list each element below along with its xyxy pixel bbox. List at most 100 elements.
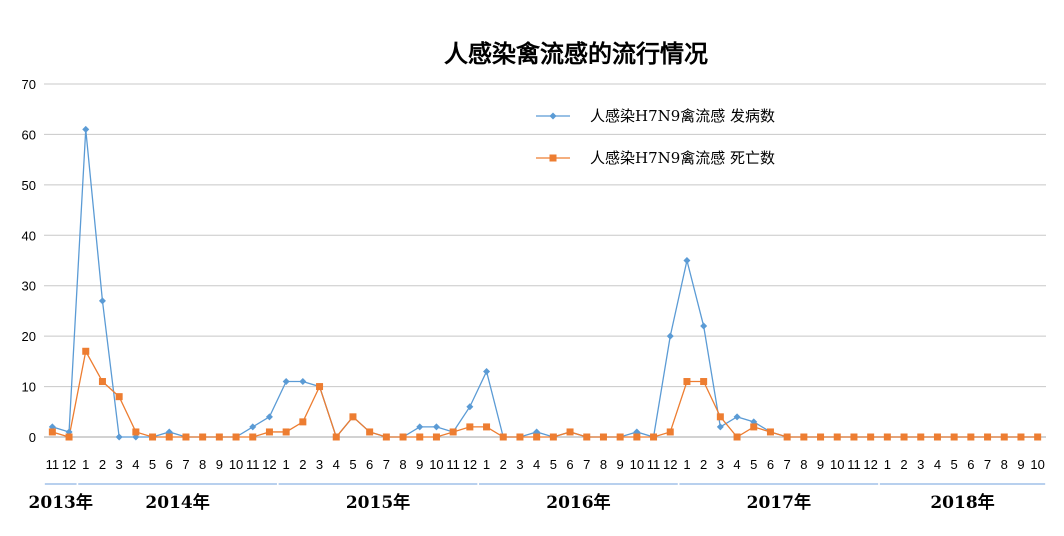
data-point-deaths — [382, 433, 390, 441]
x-tick-label: 3 — [116, 457, 123, 472]
data-point-deaths — [633, 433, 641, 441]
chart-title: 人感染禽流感的流行情况 — [444, 39, 708, 68]
data-point-deaths — [817, 433, 825, 441]
data-point-deaths — [432, 433, 440, 441]
data-point-incidence — [700, 322, 708, 330]
x-tick-label: 4 — [132, 457, 139, 472]
data-point-incidence — [299, 378, 307, 386]
data-point-incidence — [666, 332, 674, 340]
x-tick-label: 9 — [1017, 457, 1024, 472]
legend-label: 人感染H7N9禽流感 死亡数 — [590, 149, 775, 167]
x-tick-label: 1 — [884, 457, 891, 472]
data-point-incidence — [683, 257, 691, 264]
data-point-deaths — [967, 433, 975, 441]
year-label: 2013年 — [29, 492, 93, 513]
y-tick-label: 10 — [22, 380, 36, 395]
legend-label: 人感染H7N9禽流感 发病数 — [590, 107, 775, 125]
legend-marker — [549, 112, 557, 120]
x-tick-label: 6 — [967, 457, 974, 472]
data-point-deaths — [900, 433, 908, 441]
data-point-deaths — [516, 433, 524, 441]
legend-marker — [549, 154, 557, 162]
x-tick-label: 10 — [429, 457, 443, 472]
series-markers — [48, 125, 1042, 441]
y-tick-label: 30 — [22, 279, 36, 294]
x-tick-label: 9 — [617, 457, 624, 472]
data-point-deaths — [650, 433, 658, 441]
data-point-deaths — [1000, 433, 1008, 441]
x-tick-label: 10 — [1030, 457, 1044, 472]
data-point-deaths — [867, 433, 875, 441]
x-tick-label: 9 — [817, 457, 824, 472]
y-tick-label: 70 — [22, 77, 36, 92]
gridlines — [44, 83, 1046, 438]
x-tick-label: 8 — [1001, 457, 1008, 472]
x-tick-label: 5 — [951, 457, 958, 472]
data-point-deaths — [616, 433, 624, 441]
data-point-incidence — [466, 403, 474, 411]
x-tick-label: 6 — [166, 457, 173, 472]
data-point-deaths — [783, 433, 791, 441]
data-point-deaths — [566, 428, 574, 436]
x-tick-label: 10 — [830, 457, 844, 472]
x-tick-label: 12 — [463, 457, 477, 472]
data-point-incidence — [483, 367, 491, 375]
data-point-deaths — [399, 433, 407, 441]
x-tick-label: 2 — [700, 457, 707, 472]
data-point-incidence — [716, 423, 724, 431]
y-tick-label: 40 — [22, 228, 36, 243]
x-tick-label: 8 — [600, 457, 607, 472]
year-label: 2016年 — [546, 492, 610, 513]
x-tick-label: 12 — [663, 457, 677, 472]
x-tick-label: 11 — [46, 457, 60, 472]
x-tick-label: 2 — [900, 457, 907, 472]
x-tick-label: 3 — [316, 457, 323, 472]
x-tick-label: 9 — [216, 457, 223, 472]
data-point-deaths — [349, 413, 357, 421]
year-label: 2018年 — [930, 492, 994, 513]
x-tick-label: 8 — [800, 457, 807, 472]
data-point-deaths — [115, 393, 123, 401]
data-point-deaths — [265, 428, 273, 436]
data-point-deaths — [282, 428, 290, 436]
data-point-deaths — [199, 433, 207, 441]
x-axis-ticks: 11 12 1 2 3 4 5 6 7 8 9 10 11 12 1 2 3 4 5 6 7 8 9 10 11 12 1 2 3 4 5 6… — [46, 457, 1045, 472]
x-tick-label: 3 — [717, 457, 724, 472]
x-tick-label: 5 — [149, 457, 156, 472]
data-point-deaths — [416, 433, 424, 441]
data-point-deaths — [65, 433, 73, 441]
data-point-deaths — [232, 433, 240, 441]
series-lines — [52, 129, 1038, 439]
data-point-deaths — [533, 433, 541, 441]
data-point-deaths — [933, 433, 941, 441]
data-point-deaths — [766, 428, 774, 436]
x-tick-label: 7 — [583, 457, 590, 472]
data-point-deaths — [48, 428, 56, 436]
data-point-deaths — [716, 413, 724, 421]
data-point-deaths — [299, 418, 307, 426]
x-tick-label: 3 — [516, 457, 523, 472]
data-point-deaths — [850, 433, 858, 441]
data-point-deaths — [733, 433, 741, 441]
year-label: 2014年 — [145, 492, 209, 513]
data-point-deaths — [1034, 433, 1042, 441]
data-point-deaths — [449, 428, 457, 436]
x-tick-label: 8 — [399, 457, 406, 472]
data-point-incidence — [282, 378, 290, 386]
data-point-deaths — [800, 433, 808, 441]
data-point-deaths — [483, 423, 491, 431]
x-tick-label: 11 — [847, 457, 861, 472]
data-point-deaths — [666, 428, 674, 436]
year-label: 2015年 — [346, 492, 410, 513]
data-point-deaths — [98, 378, 106, 386]
data-point-deaths — [249, 433, 257, 441]
x-tick-label: 8 — [199, 457, 206, 472]
data-point-deaths — [917, 433, 925, 441]
data-point-incidence — [733, 413, 741, 421]
data-point-deaths — [149, 433, 157, 441]
x-tick-label: 1 — [483, 457, 490, 472]
x-tick-label: 2 — [299, 457, 306, 472]
data-point-deaths — [984, 433, 992, 441]
year-label: 2017年 — [747, 492, 811, 513]
